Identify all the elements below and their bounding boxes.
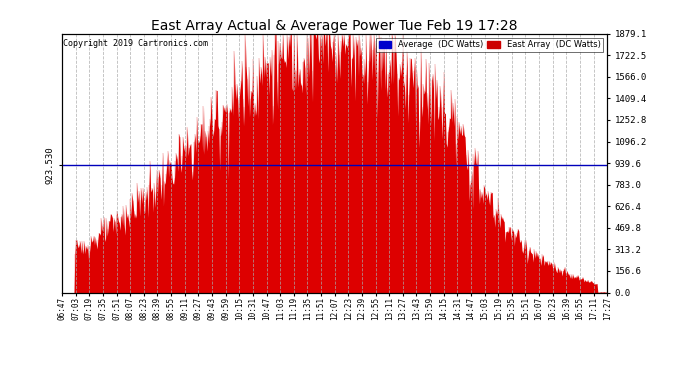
Title: East Array Actual & Average Power Tue Feb 19 17:28: East Array Actual & Average Power Tue Fe… [151, 19, 518, 33]
Text: Copyright 2019 Cartronics.com: Copyright 2019 Cartronics.com [63, 39, 208, 48]
Legend: Average  (DC Watts), East Array  (DC Watts): Average (DC Watts), East Array (DC Watts… [377, 38, 603, 52]
